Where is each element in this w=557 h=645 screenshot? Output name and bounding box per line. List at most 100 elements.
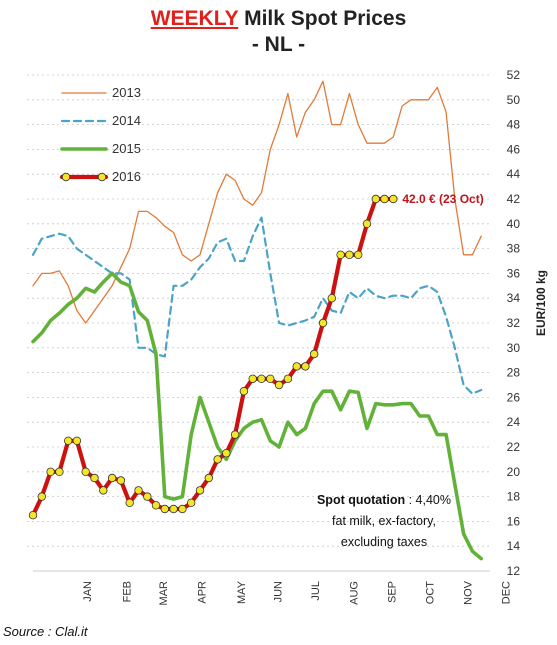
series-line-2014 — [31, 216, 483, 395]
x-tick-label: JUL — [310, 581, 322, 601]
y-tick-label: 16 — [507, 514, 521, 528]
legend-label-2013: 2013 — [112, 85, 141, 100]
data-point-2016 — [310, 349, 319, 359]
legend: 2013 2014 2015 2016 — [59, 85, 141, 184]
legend-label-2014: 2014 — [112, 113, 141, 128]
y-tick-label: 44 — [507, 167, 521, 181]
data-point-2016 — [169, 504, 178, 514]
note-line-3: excluding taxes — [341, 535, 427, 549]
y-tick-label: 18 — [507, 490, 521, 504]
chart-title: WEEKLY Milk Spot Prices - NL - — [0, 6, 557, 58]
x-tick-label: APR — [197, 581, 209, 604]
legend-marker-2016 — [61, 172, 71, 182]
note-bold: Spot quotation — [317, 493, 405, 507]
series-line-2013 — [32, 80, 482, 324]
data-point-2016 — [46, 467, 55, 476]
legend-label-2015: 2015 — [112, 141, 141, 156]
series-group — [28, 80, 484, 561]
y-tick-label: 42 — [507, 192, 521, 206]
x-tick-label: MAR — [158, 581, 170, 606]
y-tick-label: 52 — [507, 68, 521, 82]
data-point-2016 — [301, 362, 310, 371]
y-axis-label: EUR/100 kg — [534, 270, 548, 336]
series-line-2015 — [31, 271, 484, 561]
data-point-2016 — [248, 374, 257, 383]
data-point-2016 — [354, 250, 363, 259]
data-point-2016 — [204, 473, 213, 483]
data-point-2016 — [213, 455, 222, 464]
data-point-2016 — [116, 476, 126, 485]
y-tick-label: 22 — [507, 440, 521, 454]
chart-subtitle: - NL - — [251, 33, 306, 56]
x-axis: JAN FEB MAR APR MAY JUN JUL AUG SEP OCT NOV DEC — [33, 570, 513, 606]
data-point-2016 — [143, 492, 152, 501]
note-line-1: Spot quotation : 4,40% — [317, 493, 451, 507]
note-line-2: fat milk, ex-factory, — [332, 514, 436, 528]
legend-label-2016: 2016 — [112, 169, 141, 184]
data-point-2016 — [371, 194, 380, 204]
x-tick-label: FEB — [121, 581, 133, 602]
data-point-2016 — [81, 467, 90, 476]
note-rate: : 4,40% — [405, 493, 451, 507]
data-point-2016 — [257, 374, 266, 383]
y-tick-label: 50 — [507, 93, 521, 107]
data-point-2016 — [362, 219, 372, 228]
data-point-2016 — [274, 380, 284, 390]
y-tick-label: 26 — [507, 390, 521, 404]
x-tick-label: SEP — [386, 581, 398, 603]
annotations: 42.0 € (23 Oct) Spot quotation : 4,40% fat… — [317, 192, 484, 549]
data-point-2016 — [195, 486, 205, 495]
data-point-2016 — [178, 504, 187, 514]
chart-title-rest: Milk Spot Prices — [244, 7, 407, 30]
data-point-2016 — [266, 374, 275, 383]
data-point-2016 — [99, 486, 108, 495]
data-point-2016 — [186, 498, 196, 507]
x-tick-label: DEC — [501, 581, 513, 604]
y-tick-label: 34 — [507, 291, 521, 305]
x-tick-label: JAN — [82, 581, 94, 602]
x-tick-label: OCT — [425, 581, 437, 605]
data-point-2016 — [239, 387, 249, 396]
data-point-2016 — [230, 430, 240, 439]
annotation-label: 42.0 € (23 Oct) — [402, 192, 483, 206]
data-point-2016 — [292, 362, 301, 371]
x-tick-label: AUG — [349, 581, 361, 605]
y-tick-label: 30 — [507, 341, 521, 355]
x-tick-label: JUN — [273, 581, 285, 602]
source-credit: Source : Clal.it — [3, 624, 88, 639]
data-point-2016 — [327, 294, 336, 303]
data-point-2016 — [37, 492, 46, 501]
data-point-2016 — [318, 318, 328, 328]
x-tick-label: NOV — [462, 580, 474, 605]
series-line-2016 — [30, 196, 396, 518]
data-point-2016 — [90, 473, 99, 483]
data-point-2016 — [336, 250, 345, 259]
data-point-2016 — [63, 436, 73, 445]
y-tick-label: 14 — [507, 539, 521, 553]
y-tick-label: 28 — [507, 366, 521, 380]
data-point-2016 — [134, 486, 143, 495]
legend-marker-2016 — [97, 172, 107, 182]
y-tick-label: 48 — [507, 118, 521, 132]
y-tick-label: 12 — [507, 564, 521, 578]
data-point-2016 — [380, 194, 389, 204]
y-tick-label: 38 — [507, 242, 521, 256]
chart-title-emphasis: WEEKLY — [150, 7, 239, 30]
data-point-2016 — [125, 498, 134, 507]
data-point-2016 — [389, 194, 398, 204]
data-point-2016 — [222, 449, 231, 458]
data-point-2016 — [72, 436, 82, 445]
y-tick-label: 20 — [507, 465, 521, 479]
data-point-2016 — [28, 511, 38, 520]
y-tick-label: 36 — [507, 266, 521, 280]
data-point-2016 — [55, 467, 64, 476]
y-axis: 12 14 16 18 20 22 24 26 28 30 32 34 36 38 40 42 44 46 48 50… — [507, 68, 548, 578]
x-tick-label: MAY — [236, 580, 248, 604]
data-point-2016 — [151, 501, 161, 510]
y-tick-label: 24 — [507, 415, 521, 429]
y-tick-label: 46 — [507, 142, 521, 156]
y-tick-label: 32 — [507, 316, 521, 330]
data-point-2016 — [283, 374, 293, 383]
y-tick-label: 40 — [507, 217, 521, 231]
